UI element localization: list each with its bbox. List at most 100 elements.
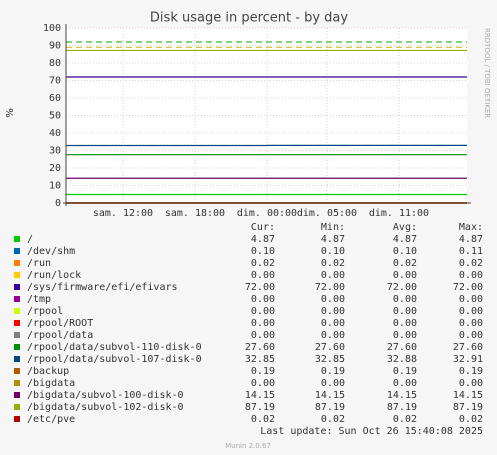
legend-label: /etc/pve xyxy=(27,414,75,425)
stat-value: 0.00 xyxy=(251,270,275,281)
y-tick-label: 90 xyxy=(49,41,61,52)
stat-value: 0.00 xyxy=(459,378,483,389)
stat-value: 4.87 xyxy=(251,234,275,245)
legend-label: /tmp xyxy=(27,294,51,305)
x-tick-label: sam. 12:00 xyxy=(93,208,153,219)
stat-header: Cur: xyxy=(251,222,275,233)
footer: Munin 2.0.67 xyxy=(225,442,271,450)
legend-swatch xyxy=(14,380,20,386)
stat-value: 4.87 xyxy=(393,234,417,245)
stat-value: 72.00 xyxy=(315,282,345,293)
y-tick-label: 50 xyxy=(49,111,61,122)
y-tick-label: 70 xyxy=(49,76,61,87)
stat-header: Avg: xyxy=(393,222,417,233)
stat-value: 0.02 xyxy=(251,258,275,269)
legend-label: /bigdata/subvol-102-disk-0 xyxy=(27,402,184,413)
x-tick-label: dim. 11:00 xyxy=(369,208,429,219)
legend-swatch xyxy=(14,260,20,266)
stat-value: 0.00 xyxy=(321,378,345,389)
stat-value: 87.19 xyxy=(245,402,275,413)
stat-value: 0.10 xyxy=(393,246,417,257)
chart-title: Disk usage in percent - by day xyxy=(150,11,348,26)
stat-value: 0.00 xyxy=(459,270,483,281)
stat-value: 72.00 xyxy=(245,282,275,293)
stat-value: 27.60 xyxy=(453,342,483,353)
stat-value: 27.60 xyxy=(315,342,345,353)
stat-value: 0.00 xyxy=(393,270,417,281)
y-tick-label: 20 xyxy=(49,163,61,174)
legend-label: /dev/shm xyxy=(27,246,75,257)
legend-swatch xyxy=(14,368,20,374)
last-update: Last update: Sun Oct 26 15:40:08 2025 xyxy=(260,426,483,437)
stat-value: 0.00 xyxy=(251,306,275,317)
x-tick-label: sam. 18:00 xyxy=(165,208,225,219)
stat-value: 0.00 xyxy=(459,294,483,305)
x-tick-label: dim. 00:00 xyxy=(237,208,297,219)
stat-value: 0.02 xyxy=(393,414,417,425)
stat-value: 0.11 xyxy=(459,246,483,257)
y-tick-label: 40 xyxy=(49,128,61,139)
y-tick-label: 60 xyxy=(49,93,61,104)
stat-value: 4.87 xyxy=(321,234,345,245)
stat-value: 0.19 xyxy=(459,366,483,377)
legend-swatch xyxy=(14,332,20,338)
legend-swatch xyxy=(14,416,20,422)
stat-value: 14.15 xyxy=(245,390,275,401)
y-tick-label: 80 xyxy=(49,58,61,69)
legend-swatch xyxy=(14,284,20,290)
stat-value: 72.00 xyxy=(453,282,483,293)
stat-value: 0.00 xyxy=(251,378,275,389)
legend-label: /bigdata/subvol-100-disk-0 xyxy=(27,390,184,401)
stat-value: 0.10 xyxy=(321,246,345,257)
stat-value: 0.19 xyxy=(393,366,417,377)
stat-value: 87.19 xyxy=(453,402,483,413)
stat-value: 4.87 xyxy=(459,234,483,245)
stat-value: 87.19 xyxy=(387,402,417,413)
y-tick-label: 30 xyxy=(49,146,61,157)
stat-value: 14.15 xyxy=(315,390,345,401)
stat-value: 0.00 xyxy=(393,318,417,329)
stat-value: 87.19 xyxy=(315,402,345,413)
y-tick-label: 0 xyxy=(55,198,61,209)
legend-swatch xyxy=(14,404,20,410)
stat-value: 0.00 xyxy=(251,294,275,305)
stat-value: 0.00 xyxy=(393,294,417,305)
legend-label: /rpool/data/subvol-107-disk-0 xyxy=(27,354,202,365)
stat-value: 0.00 xyxy=(393,378,417,389)
legend-swatch xyxy=(14,248,20,254)
stat-value: 0.00 xyxy=(251,330,275,341)
stat-value: 0.00 xyxy=(459,318,483,329)
legend-label: /run xyxy=(27,258,51,269)
stat-value: 0.00 xyxy=(321,318,345,329)
stat-value: 0.19 xyxy=(321,366,345,377)
legend-label: /bigdata xyxy=(27,378,75,389)
stat-value: 0.00 xyxy=(321,294,345,305)
legend-label: /rpool xyxy=(27,306,63,317)
y-axis-label: % xyxy=(5,108,16,118)
legend-swatch xyxy=(14,356,20,362)
stat-value: 0.02 xyxy=(321,258,345,269)
stat-value: 27.60 xyxy=(387,342,417,353)
stat-value: 0.02 xyxy=(251,414,275,425)
stat-header: Max: xyxy=(459,222,483,233)
stat-value: 14.15 xyxy=(453,390,483,401)
stat-value: 32.85 xyxy=(245,354,275,365)
stat-value: 0.00 xyxy=(459,306,483,317)
stat-value: 0.00 xyxy=(321,270,345,281)
stat-value: 14.15 xyxy=(387,390,417,401)
y-tick-label: 10 xyxy=(49,181,61,192)
stat-value: 0.02 xyxy=(459,414,483,425)
stat-value: 0.19 xyxy=(251,366,275,377)
stat-value: 0.10 xyxy=(251,246,275,257)
stat-value: 32.85 xyxy=(315,354,345,365)
stat-value: 0.00 xyxy=(459,330,483,341)
stat-value: 32.88 xyxy=(387,354,417,365)
y-tick-label: 100 xyxy=(43,23,61,34)
stat-value: 0.00 xyxy=(393,306,417,317)
legend-swatch xyxy=(14,344,20,350)
side-label: RRDTOOL / TOBI OETIKER xyxy=(483,28,491,118)
legend-label: /sys/firmware/efi/efivars xyxy=(27,282,178,293)
legend-label: /backup xyxy=(27,366,69,377)
legend-label: /rpool/ROOT xyxy=(27,318,93,329)
